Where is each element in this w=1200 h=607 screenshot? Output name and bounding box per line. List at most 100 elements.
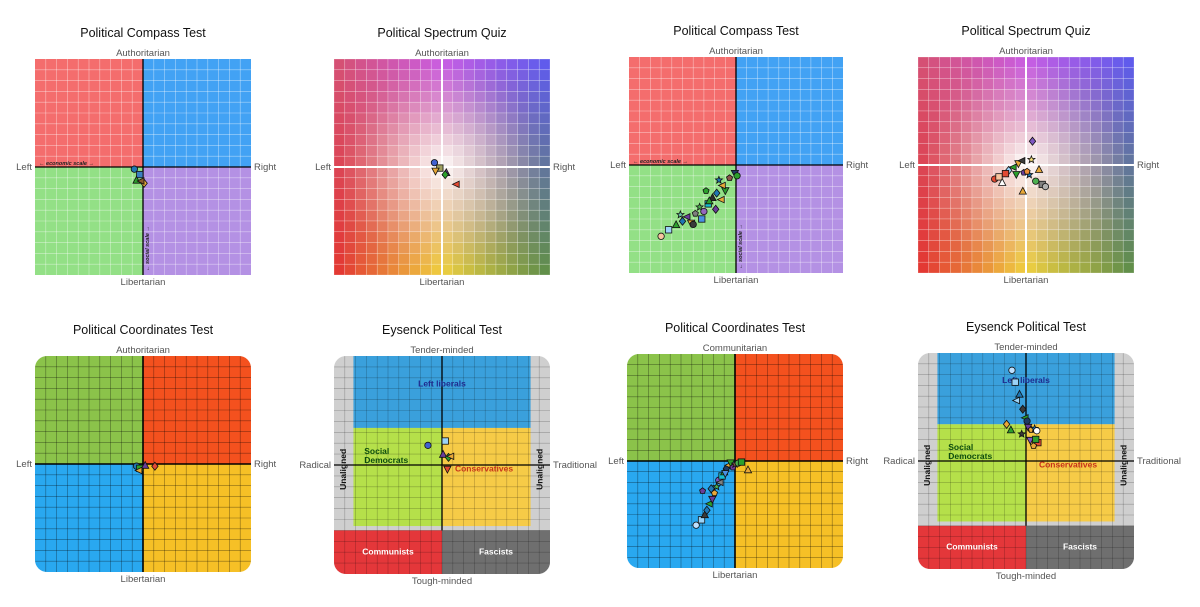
gradient-cell	[409, 123, 421, 135]
gradient-cell	[928, 132, 940, 144]
region-label-line: Democrats	[364, 455, 408, 465]
gradient-cell	[950, 251, 962, 263]
gradient-cell	[1036, 261, 1048, 274]
gradient-cell	[917, 99, 930, 112]
gradient-cell	[1122, 251, 1135, 263]
gradient-cell	[971, 153, 984, 166]
gradient-cell	[463, 209, 475, 222]
gradient-cell	[917, 240, 930, 252]
gradient-cell	[1004, 186, 1016, 198]
gradient-cell	[971, 89, 984, 101]
axis-label-right: Right	[1137, 160, 1160, 171]
quadrant-top-right	[143, 356, 251, 464]
gradient-cell	[982, 218, 994, 231]
gradient-cell	[982, 197, 994, 209]
gradient-cell	[441, 242, 454, 254]
gradient-cell	[333, 220, 346, 233]
data-point	[657, 232, 665, 240]
region-label-conservatives: Conservatives	[1039, 459, 1097, 469]
gradient-cell	[960, 89, 973, 101]
gradient-cell	[420, 231, 432, 243]
gradient-cell	[928, 197, 940, 209]
gradient-cell	[1014, 207, 1027, 220]
gradient-cell	[1068, 67, 1081, 79]
gradient-cell	[950, 121, 962, 133]
gradient-cell	[474, 199, 486, 211]
gradient-cell	[366, 188, 378, 200]
gradient-cell	[409, 166, 421, 179]
gradient-cell	[1101, 186, 1113, 198]
gradient-cell	[1101, 175, 1113, 187]
gradient-cell	[452, 101, 464, 114]
gradient-cell	[1025, 240, 1038, 252]
gradient-cell	[355, 155, 367, 168]
gradient-cell	[528, 155, 540, 168]
gradient-cell	[463, 145, 475, 157]
gradient-cell	[366, 177, 378, 189]
gradient-cell	[939, 89, 951, 101]
gradient-cell	[441, 199, 454, 211]
gradient-cell	[1079, 89, 1092, 101]
gradient-cell	[1058, 240, 1070, 252]
chart-title: Eysenck Political Test	[966, 320, 1086, 334]
gradient-cell	[420, 220, 432, 233]
gradient-cell	[1004, 132, 1016, 144]
gradient-cell	[917, 175, 930, 187]
gradient-cell	[366, 134, 378, 146]
gradient-cell	[484, 112, 497, 125]
gradient-cell	[1058, 99, 1070, 112]
gradient-cell	[1025, 186, 1038, 198]
gradient-cell	[1047, 153, 1059, 166]
gradient-cell	[1004, 121, 1016, 133]
gradient-cell	[1079, 110, 1092, 123]
gradient-cell	[1047, 132, 1059, 144]
chart-title: Political Coordinates Test	[665, 321, 806, 335]
gradient-cell	[441, 231, 454, 243]
gradient-cell	[474, 209, 486, 222]
data-point	[711, 204, 720, 214]
gradient-cell	[917, 207, 930, 220]
gradient-cell	[1090, 261, 1102, 274]
gradient-cell	[971, 67, 984, 79]
data-point	[715, 478, 724, 487]
gradient-cell	[1058, 229, 1070, 241]
quadrant-top-left	[627, 354, 735, 461]
gradient-cell	[333, 253, 346, 265]
gradient-cell	[376, 209, 389, 222]
region-label-line: Social	[948, 442, 973, 452]
data-point	[441, 437, 449, 445]
gradient-cell	[474, 91, 486, 103]
gradient-cell	[917, 143, 930, 155]
axis-label-top: Authoritarian	[116, 345, 170, 356]
gradient-cell	[398, 69, 410, 81]
gradient-cell	[1122, 153, 1135, 166]
gradient-cell	[495, 145, 508, 157]
gradient-cell	[430, 220, 443, 233]
gradient-cell	[1025, 56, 1038, 69]
gradient-cell	[409, 101, 421, 114]
gradient-cell	[1004, 207, 1016, 220]
gradient-cell	[993, 186, 1005, 198]
gradient-cell	[484, 220, 497, 233]
gradient-cell	[960, 164, 973, 177]
gradient-cell	[484, 145, 497, 157]
data-point	[703, 505, 711, 515]
gradient-cell	[506, 123, 518, 135]
gradient-cell	[474, 253, 486, 265]
gradient-cell	[344, 80, 356, 92]
data-point	[726, 174, 734, 181]
gradient-cell	[1025, 143, 1038, 155]
gradient-cell	[939, 186, 951, 198]
data-point	[695, 202, 705, 211]
gradient-cell	[409, 80, 421, 92]
gradient-cell	[463, 253, 475, 265]
gradient-cell	[1090, 67, 1102, 79]
gradient-cell	[1014, 218, 1027, 231]
gradient-cell	[528, 242, 540, 254]
gradient-cell	[538, 134, 551, 146]
axis-label-left: Radical	[299, 460, 331, 471]
gradient-cell	[1101, 67, 1113, 79]
gradient-cell	[517, 177, 529, 189]
gradient-cell	[528, 166, 540, 179]
gradient-cell	[409, 242, 421, 254]
